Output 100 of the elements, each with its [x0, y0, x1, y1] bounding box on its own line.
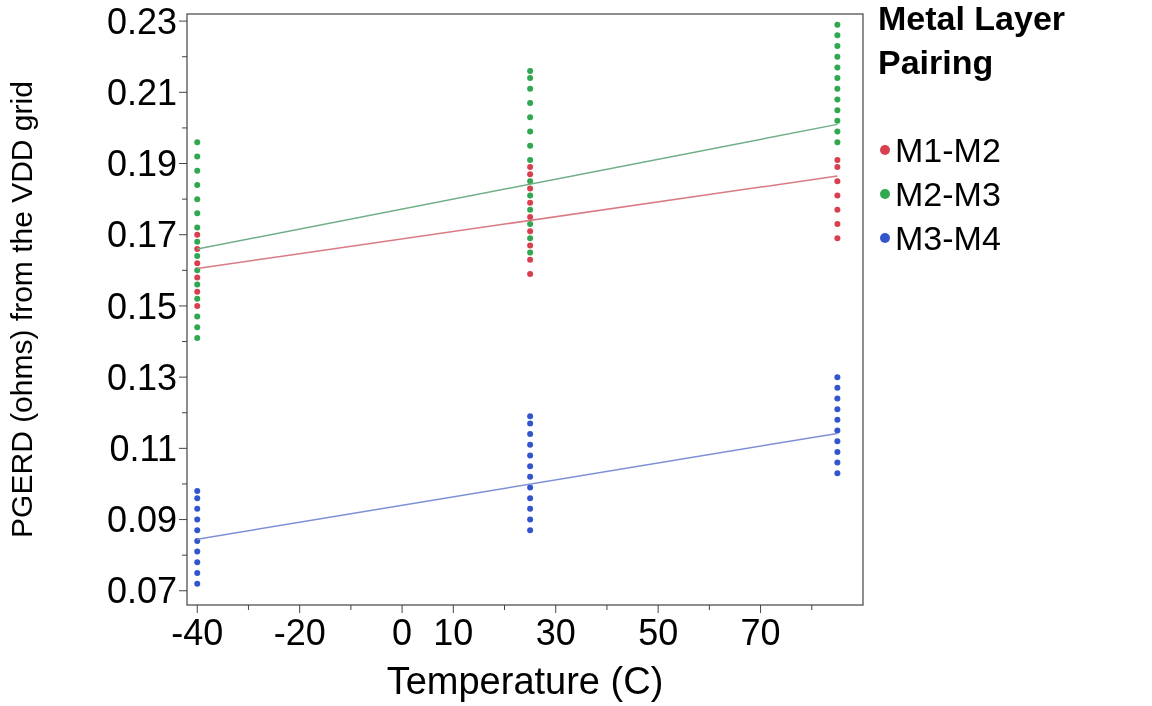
- point: [834, 128, 841, 135]
- point: [527, 156, 534, 163]
- point: [834, 406, 841, 413]
- point: [194, 238, 201, 245]
- point: [194, 313, 201, 320]
- point: [834, 438, 841, 445]
- point: [194, 274, 201, 281]
- point: [194, 153, 201, 160]
- point: [194, 139, 201, 146]
- point: [527, 484, 534, 491]
- x-tick-label: 50: [638, 612, 679, 653]
- point: [194, 302, 201, 309]
- point: [194, 253, 201, 260]
- y-tick-label: 0.13: [106, 356, 177, 398]
- point: [194, 334, 201, 341]
- point: [527, 495, 534, 502]
- point: [834, 117, 841, 124]
- point: [194, 559, 201, 566]
- point: [527, 242, 534, 249]
- point: [834, 107, 841, 114]
- point: [527, 221, 534, 228]
- point: [527, 463, 534, 470]
- point: [527, 128, 534, 135]
- point: [527, 142, 534, 149]
- point: [527, 235, 534, 242]
- point: [194, 231, 201, 238]
- y-tick-label: 0.23: [106, 0, 177, 42]
- point: [834, 221, 841, 228]
- point: [834, 395, 841, 402]
- point: [527, 452, 534, 459]
- x-tick-label: -40: [171, 612, 224, 653]
- point: [194, 527, 201, 534]
- point: [834, 32, 841, 39]
- point: [834, 192, 841, 199]
- point: [527, 413, 534, 420]
- point: [194, 569, 201, 576]
- point: [834, 96, 841, 103]
- point: [194, 488, 201, 495]
- x-tick-label: 0: [392, 612, 413, 653]
- point: [527, 185, 534, 192]
- point: [527, 441, 534, 448]
- point: [527, 199, 534, 206]
- point: [834, 448, 841, 455]
- x-tick-label: 30: [535, 612, 576, 653]
- x-axis-title: Temperature (C): [386, 660, 664, 702]
- point: [834, 178, 841, 185]
- point: [834, 374, 841, 381]
- point: [527, 114, 534, 121]
- point: [834, 139, 841, 146]
- y-tick-label: 0.15: [106, 285, 177, 327]
- point: [834, 384, 841, 391]
- point: [194, 505, 201, 512]
- x-tick-label: -20: [273, 612, 326, 653]
- point: [834, 459, 841, 466]
- point: [194, 495, 201, 502]
- point: [194, 181, 201, 188]
- point: [527, 249, 534, 256]
- point: [834, 156, 841, 163]
- point: [834, 53, 841, 60]
- point: [834, 85, 841, 92]
- point: [834, 470, 841, 477]
- point: [194, 580, 201, 587]
- point: [527, 256, 534, 263]
- point: [527, 67, 534, 74]
- point: [834, 206, 841, 213]
- point: [527, 473, 534, 480]
- point: [527, 192, 534, 199]
- point: [527, 171, 534, 178]
- legend-label: M3-M4: [895, 218, 1001, 257]
- point: [527, 178, 534, 185]
- point: [194, 196, 201, 203]
- point: [527, 100, 534, 107]
- point: [527, 431, 534, 438]
- y-tick-label: 0.17: [106, 214, 177, 256]
- point: [834, 43, 841, 50]
- point: [194, 295, 201, 302]
- point: [834, 164, 841, 171]
- y-tick-label: 0.21: [106, 71, 177, 113]
- point: [194, 260, 201, 267]
- x-tick-label: 70: [740, 612, 781, 653]
- y-axis-title: PGERD (ohms) from the VDD grid: [5, 81, 38, 538]
- point: [194, 281, 201, 288]
- point: [834, 416, 841, 423]
- point: [527, 75, 534, 82]
- point: [194, 516, 201, 523]
- point: [834, 427, 841, 434]
- point: [194, 210, 201, 217]
- point: [527, 206, 534, 213]
- point: [527, 85, 534, 92]
- point: [194, 548, 201, 555]
- y-tick-label: 0.11: [109, 427, 177, 469]
- legend-label: M1-M2: [895, 130, 1001, 169]
- legend-label: M2-M3: [895, 174, 1001, 213]
- y-tick-label: 0.09: [106, 499, 177, 541]
- point: [194, 324, 201, 331]
- point: [527, 228, 534, 235]
- point: [527, 213, 534, 220]
- point: [527, 420, 534, 427]
- point: [527, 164, 534, 171]
- point: [527, 505, 534, 512]
